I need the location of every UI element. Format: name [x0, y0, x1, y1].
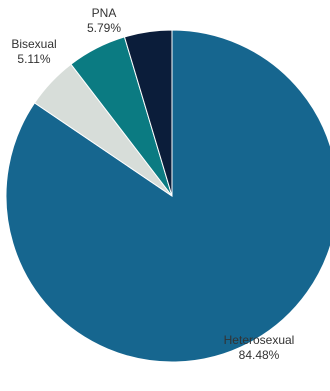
slice-label-name: Bisexual [11, 37, 56, 51]
slice-label-name: PNA [92, 6, 117, 20]
slice-label-value: 84.48% [239, 348, 280, 362]
slice-label-value: 5.11% [17, 52, 50, 66]
slice-label-name: Heterosexual [224, 333, 295, 347]
slice-label-value: 5.79% [87, 21, 121, 35]
pie-slices [5, 29, 330, 363]
pie-slice-unlabeled [123, 29, 173, 197]
pie-slice-heterosexual [5, 29, 330, 363]
